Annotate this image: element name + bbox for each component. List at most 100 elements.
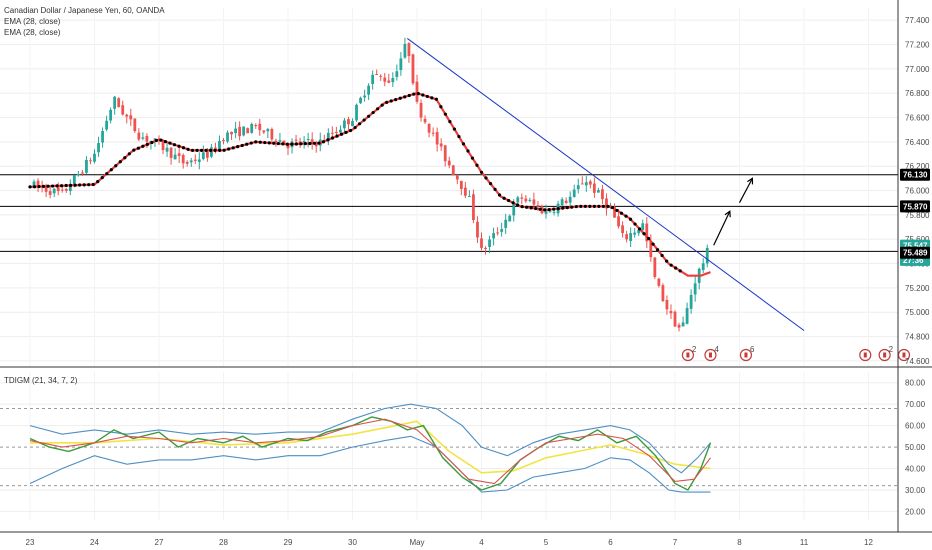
candle-body[interactable] [552,211,556,213]
candle-body[interactable] [81,172,84,174]
candle-body[interactable] [488,239,491,247]
candle-body[interactable] [310,139,314,143]
event-flag-icon[interactable]: 4 [704,345,720,362]
candle-body[interactable] [266,129,270,132]
candle-body[interactable] [282,140,286,144]
candle-body[interactable] [258,123,262,131]
candle-body[interactable] [262,130,266,133]
candle-body[interactable] [347,119,350,125]
candle-body[interactable] [117,98,121,108]
candle-body[interactable] [64,188,68,191]
candle-body[interactable] [516,197,520,203]
candle-body[interactable] [226,132,229,142]
candle-body[interactable] [68,186,72,192]
candle-body[interactable] [625,234,629,240]
candle-body[interactable] [649,241,653,258]
candle-body[interactable] [633,232,637,235]
candle-body[interactable] [97,143,100,153]
candle-body[interactable] [645,223,649,242]
candle-body[interactable] [60,189,64,191]
candle-body[interactable] [657,278,661,286]
candle-body[interactable] [343,120,346,129]
candle-body[interactable] [395,71,399,77]
candle-body[interactable] [76,174,80,176]
candle-body[interactable] [669,311,673,314]
candle-body[interactable] [218,141,221,150]
candle-body[interactable] [214,147,217,150]
candle-body[interactable] [435,132,439,145]
candle-body[interactable] [56,187,60,192]
event-flag-icon[interactable]: 6 [739,345,755,362]
candle-body[interactable] [472,194,475,221]
candle-body[interactable] [584,182,588,186]
candle-body[interactable] [185,161,189,164]
candle-body[interactable] [52,188,56,194]
candle-body[interactable] [246,128,250,134]
candle-body[interactable] [234,128,237,134]
candle-body[interactable] [415,81,419,102]
candle-body[interactable] [48,191,52,195]
candle-body[interactable] [286,144,290,149]
event-flag-icon[interactable]: 2 [878,345,894,362]
candle-body[interactable] [653,257,657,277]
candle-body[interactable] [677,324,681,328]
candle-body[interactable] [580,183,584,185]
candle-body[interactable] [480,238,483,248]
candle-body[interactable] [314,143,318,147]
candle-body[interactable] [443,145,447,162]
candle-body[interactable] [459,180,463,190]
candle-body[interactable] [32,181,36,187]
candle-body[interactable] [153,138,157,141]
candle-body[interactable] [85,159,88,173]
candle-body[interactable] [403,43,407,58]
candle-body[interactable] [44,186,48,192]
candle-body[interactable] [451,165,455,176]
candle-body[interactable] [254,125,258,127]
projection-arrows[interactable] [713,177,754,246]
candle-body[interactable] [222,140,225,142]
ema-legend-2[interactable]: EMA (28, close) [4,28,61,37]
candle-body[interactable] [613,206,616,218]
candle-body[interactable] [89,160,92,162]
candle-body[interactable] [351,121,354,127]
candle-body[interactable] [439,143,443,147]
candle-body[interactable] [270,128,274,140]
candle-body[interactable] [520,197,524,199]
candle-body[interactable] [387,80,391,83]
candle-body[interactable] [463,187,467,196]
candle-body[interactable] [588,181,592,185]
symbol-title[interactable]: Canadian Dollar / Japanese Yen, 60, OAND… [4,6,165,15]
candle-body[interactable] [500,229,504,232]
trendline[interactable] [407,38,805,331]
candle-body[interactable] [661,285,665,301]
candle-body[interactable] [383,77,387,82]
candle-body[interactable] [560,199,564,206]
candle-body[interactable] [528,199,532,201]
candle-body[interactable] [36,180,40,187]
candles[interactable] [32,37,709,332]
candle-body[interactable] [161,140,165,151]
arrow-shaft[interactable] [738,178,753,203]
candle-body[interactable] [605,198,608,209]
candle-body[interactable] [355,104,358,121]
candle-body[interactable] [431,132,435,134]
candle-body[interactable] [504,219,508,228]
candle-body[interactable] [375,73,379,75]
candle-body[interactable] [230,131,233,135]
event-flag-icon[interactable]: 2 [681,345,697,362]
candle-body[interactable] [411,54,415,84]
candle-body[interactable] [205,151,209,158]
candle-body[interactable] [701,263,705,270]
candle-body[interactable] [536,205,540,207]
candle-body[interactable] [181,155,185,164]
indicator-legend[interactable]: TDIGM (21, 34, 7, 2) [4,376,78,385]
candle-body[interactable] [419,102,423,118]
candle-body[interactable] [330,132,334,134]
candle-body[interactable] [165,147,169,152]
candle-body[interactable] [399,58,403,71]
candle-body[interactable] [133,118,137,132]
candle-body[interactable] [572,189,576,197]
candle-body[interactable] [673,311,677,327]
candle-body[interactable] [113,96,117,109]
